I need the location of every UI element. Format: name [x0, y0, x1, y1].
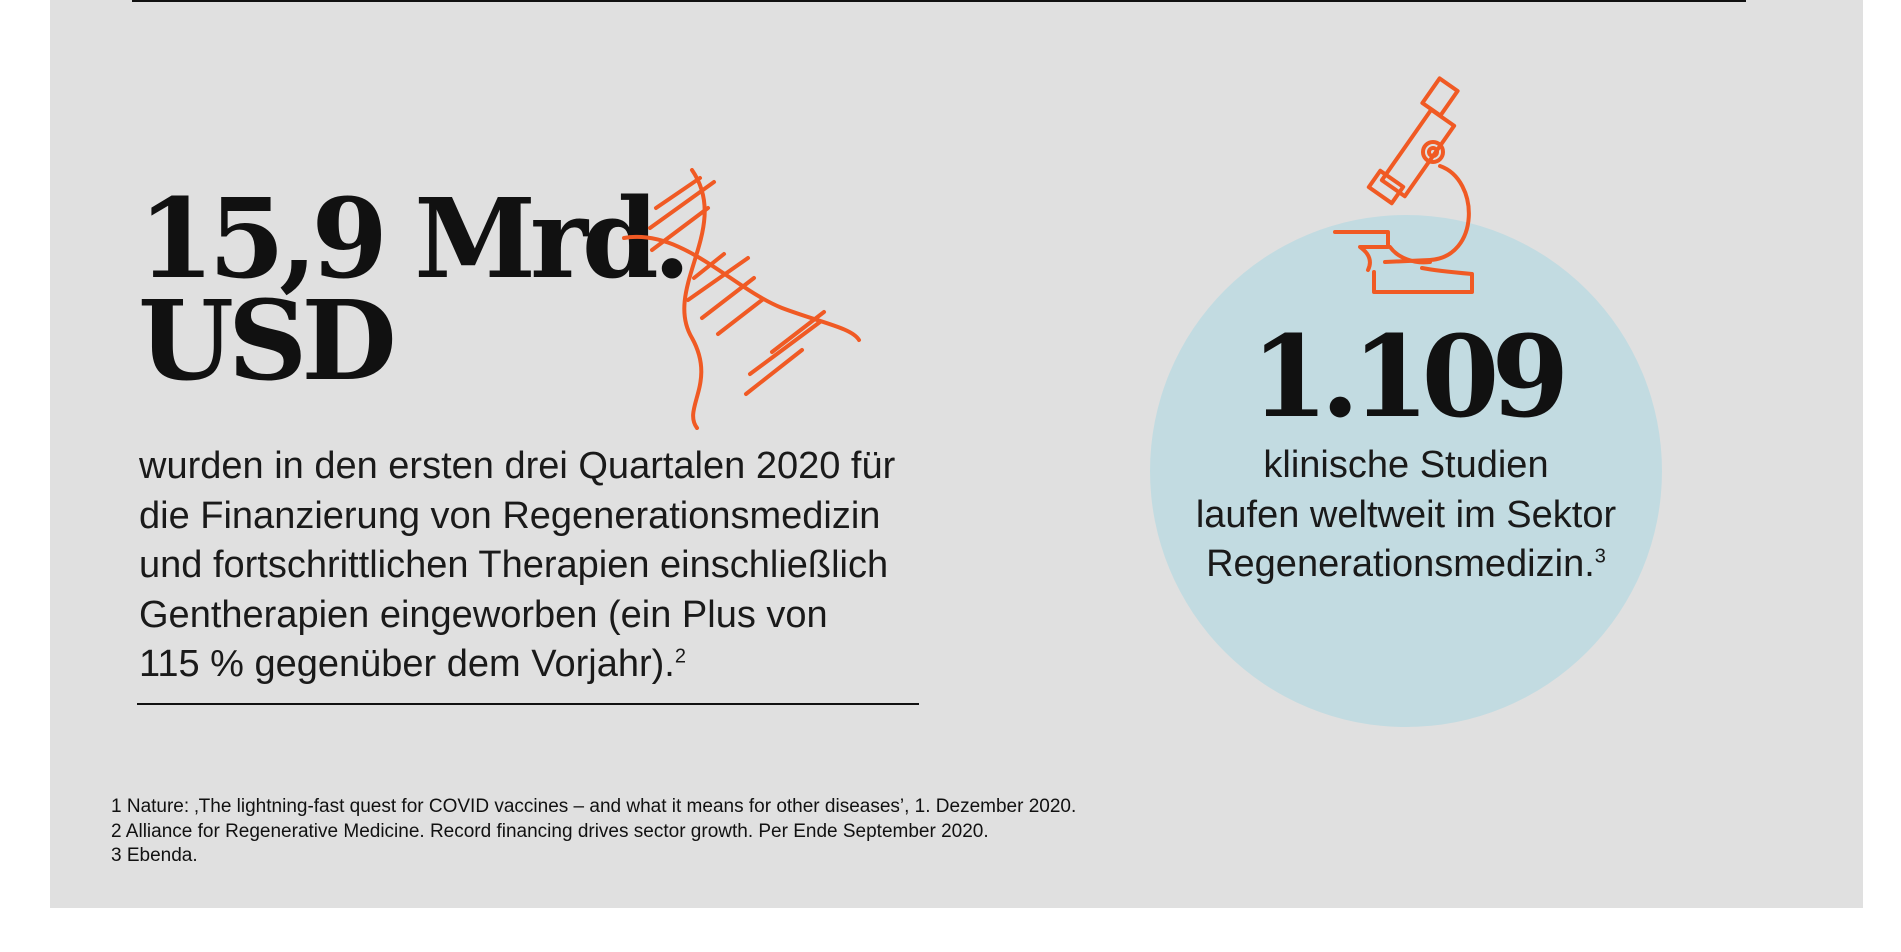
microscope-icon: [1333, 76, 1474, 294]
studies-line: Regenerationsmedizin.3: [1150, 540, 1662, 590]
funding-amount-value: 15,9 Mrd.: [138, 174, 691, 303]
funding-line-text: 115 % gegenüber dem Vorjahr).: [139, 643, 675, 685]
footnote-1: 1 Nature: ‚The lightning-fast quest for …: [111, 796, 1077, 817]
studies-line-text: Regenerationsmedizin.: [1206, 543, 1595, 585]
dna-icon: [622, 168, 861, 430]
studies-description: klinische Studien laufen weltweit im Sek…: [1150, 441, 1662, 590]
footnote-2: 2 Alliance for Regenerative Medicine. Re…: [111, 820, 989, 842]
funding-line: 115 % gegenüber dem Vorjahr).2: [139, 640, 1039, 690]
funding-line: wurden in den ersten drei Quartalen 2020…: [139, 445, 896, 487]
funding-description: wurden in den ersten drei Quartalen 2020…: [139, 442, 1039, 690]
funding-amount: 15,9 Mrd. USD: [138, 174, 691, 405]
top-divider: [132, 0, 1746, 2]
studies-number: 1.109: [1250, 312, 1570, 443]
footnote-reference: 2: [674, 645, 686, 668]
funding-line: Gentherapien eingeworben (ein Plus von: [139, 593, 828, 636]
funding-line: und fortschrittlichen Therapien einschli…: [139, 544, 889, 586]
funding-underline: [137, 703, 919, 705]
footnote-reference: 3: [1594, 545, 1606, 568]
studies-line: laufen weltweit im Sektor: [1195, 493, 1617, 536]
funding-line: die Finanzierung von Regenerationsmedizi…: [139, 494, 881, 537]
stat-circle: [1150, 215, 1662, 727]
funding-currency: USD: [138, 276, 397, 405]
footnotes: 1 Nature: ‚The lightning-fast quest for …: [111, 795, 1076, 869]
studies-line: klinische Studien: [1263, 444, 1549, 486]
footnote-3: 3 Ebenda.: [111, 845, 198, 866]
